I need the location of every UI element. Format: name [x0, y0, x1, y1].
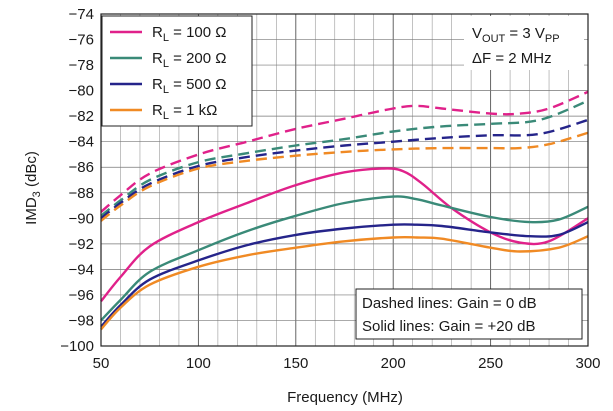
conditions-annotation: VOUT = 3 VPP ΔF = 2 MHz — [464, 16, 584, 70]
series-line-dashed-3 — [100, 131, 589, 222]
y-axis-title-rest: (dBc) — [23, 151, 40, 191]
vout-label: VOUT = 3 VPP — [472, 25, 560, 45]
x-tick-label: 150 — [283, 355, 308, 372]
series-line-dashed-0 — [100, 90, 589, 213]
y-axis-title-sub: 3 — [31, 191, 43, 197]
deltaf-label: ΔF = 2 MHz — [472, 50, 552, 67]
y-tick-label: −84 — [69, 134, 94, 151]
x-tick-label: 50 — [93, 355, 110, 372]
x-tick-label: 250 — [478, 355, 503, 372]
y-tick-label: −82 — [69, 108, 94, 125]
line-style-note-box — [355, 288, 583, 340]
y-tick-labels: −74 −76 −78 −80 −82 −84 −86 −88 −90 −92 −94 −96 −98 −… — [60, 6, 94, 355]
legend: RL = 100 Ω RL = 200 Ω RL = 500 Ω RL = 1 kΩ — [101, 15, 253, 127]
x-tick-label: 300 — [575, 355, 600, 372]
y-tick-label: −90 — [69, 210, 94, 227]
plot-frame — [100, 13, 589, 347]
series-line-solid-7 — [100, 235, 589, 331]
legend-box — [101, 15, 253, 127]
series-line-solid-6 — [100, 221, 589, 328]
dashed-note: Dashed lines: Gain = 0 dB — [362, 295, 537, 312]
x-tick-label: 200 — [381, 355, 406, 372]
y-tick-label: −94 — [69, 261, 94, 278]
y-axis-title-main: IMD — [23, 197, 40, 225]
legend-label: RL = 200 Ω — [152, 50, 226, 70]
y-axis-title: IMD3 (dBc) — [23, 151, 43, 225]
x-axis-title: Frequency (MHz) — [287, 389, 403, 406]
series-line-dashed-2 — [100, 118, 589, 220]
legend-label: RL = 500 Ω — [152, 76, 226, 96]
series-line-solid-5 — [100, 195, 589, 322]
y-tick-label: −92 — [69, 236, 94, 253]
legend-label: RL = 1 kΩ — [152, 102, 217, 122]
line-style-note: Dashed lines: Gain = 0 dB Solid lines: G… — [355, 288, 583, 340]
x-tick-labels: 50 100 150 200 250 300 — [93, 355, 601, 372]
y-tick-label: −80 — [69, 83, 94, 100]
series-line-dashed-1 — [100, 99, 589, 217]
legend-label: RL = 100 Ω — [152, 24, 226, 44]
y-tick-label: −100 — [60, 338, 94, 355]
y-tick-label: −86 — [69, 159, 94, 176]
y-tick-label: −98 — [69, 312, 94, 329]
series-layer — [100, 90, 589, 331]
y-tick-label: −74 — [69, 6, 94, 23]
series-line-solid-4 — [100, 167, 589, 303]
y-tick-label: −88 — [69, 185, 94, 202]
y-tick-label: −96 — [69, 287, 94, 304]
x-tick-label: 100 — [186, 355, 211, 372]
y-tick-label: −76 — [69, 32, 94, 49]
y-tick-label: −78 — [69, 57, 94, 74]
solid-note: Solid lines: Gain = +20 dB — [362, 318, 535, 335]
